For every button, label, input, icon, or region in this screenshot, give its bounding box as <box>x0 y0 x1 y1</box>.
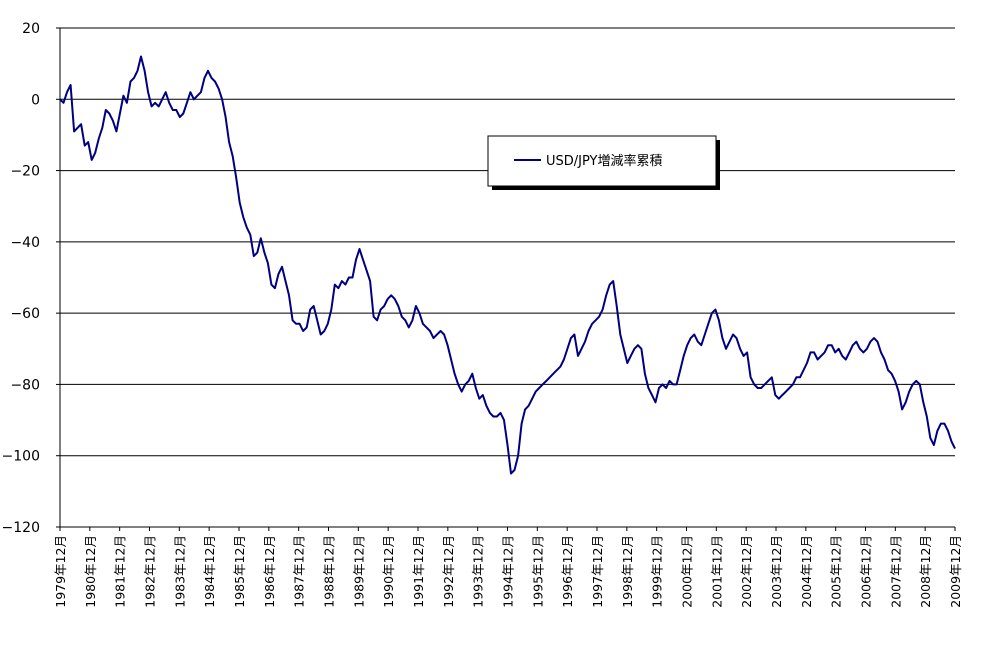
x-tick-label: 1997年12月 <box>590 535 605 608</box>
x-tick-label: 1982年12月 <box>143 535 158 608</box>
x-tick-label: 1983年12月 <box>172 535 187 608</box>
y-tick-label: −40 <box>10 235 40 251</box>
x-tick-label: 1985年12月 <box>232 535 247 608</box>
series-group <box>59 55 956 475</box>
x-tick-label: 2002年12月 <box>739 535 754 608</box>
x-tick-label: 2006年12月 <box>859 535 874 608</box>
series-line <box>59 55 956 475</box>
x-tick-label: 1987年12月 <box>292 535 307 608</box>
x-tick-label: 1989年12月 <box>351 535 366 608</box>
x-tick-label: 1999年12月 <box>650 535 665 608</box>
x-tick-label: 1984年12月 <box>202 535 217 608</box>
y-tick-label: −20 <box>10 164 40 180</box>
x-tick-label: 1992年12月 <box>441 535 456 608</box>
x-tick-label: 1994年12月 <box>501 535 516 608</box>
legend-label: USD/JPY増減率累積 <box>546 153 663 169</box>
x-tick-label: 2007年12月 <box>888 535 903 608</box>
x-tick-label: 1995年12月 <box>530 535 545 608</box>
x-tick-label: 1988年12月 <box>322 535 337 608</box>
x-tick-label: 1990年12月 <box>381 535 396 608</box>
y-tick-label: −60 <box>10 306 40 322</box>
x-tick-label: 1986年12月 <box>262 535 277 608</box>
x-tick-label: 1991年12月 <box>411 535 426 608</box>
x-tick-label: 2009年12月 <box>948 535 963 608</box>
x-axis-ticks: 1979年12月 1980年12月 1981年12月 1982年12月 1983年12月… <box>53 527 963 608</box>
x-tick-label: 1980年12月 <box>83 535 98 608</box>
x-tick-label: 2000年12月 <box>680 535 695 608</box>
y-tick-label: 0 <box>31 92 40 108</box>
x-tick-label: 2004年12月 <box>799 535 814 608</box>
legend: USD/JPY増減率累積 <box>487 135 720 190</box>
y-tick-label: 20 <box>22 21 40 37</box>
x-tick-label: 2003年12月 <box>769 535 784 608</box>
x-tick-label: 1998年12月 <box>620 535 635 608</box>
gridlines <box>60 27 955 457</box>
x-tick-label: 2001年12月 <box>709 535 724 608</box>
y-tick-label: −100 <box>2 449 40 465</box>
y-tick-label: −120 <box>2 520 40 536</box>
x-tick-label: 2005年12月 <box>829 535 844 608</box>
x-tick-label: 1996年12月 <box>560 535 575 608</box>
x-tick-label: 1979年12月 <box>53 535 68 608</box>
x-tick-label: 1993年12月 <box>471 535 486 608</box>
x-tick-label: 1981年12月 <box>113 535 128 608</box>
x-tick-label: 2008年12月 <box>918 535 933 608</box>
y-tick-label: −80 <box>10 377 40 393</box>
y-axis-ticks: 20 0 −20 −40 −60 −80 −100 −120 <box>2 21 60 536</box>
